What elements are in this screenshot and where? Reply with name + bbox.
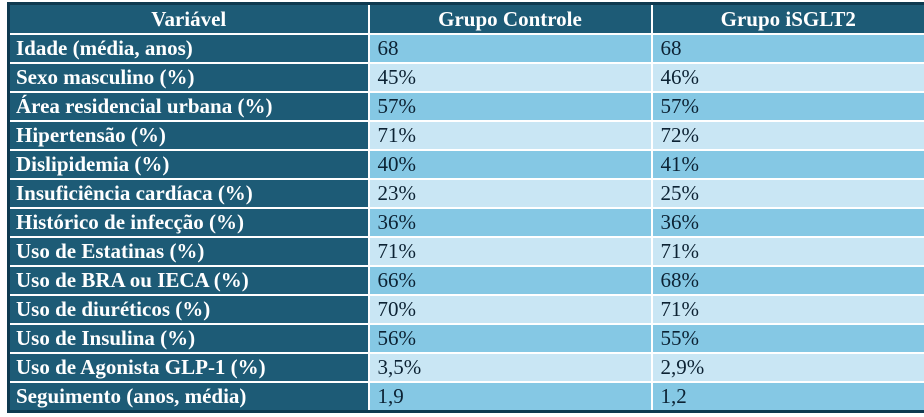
- isglt2-value-cell: 2,9%: [650, 352, 924, 383]
- table-row: Seguimento (anos, média) 1,9 1,2: [7, 381, 924, 413]
- baseline-characteristics-table: Variável Grupo Controle Grupo iSGLT2 Ida…: [7, 2, 924, 413]
- variable-cell: Insuficiência cardíaca (%): [7, 178, 370, 209]
- table-row: Histórico de infecção (%) 36% 36%: [7, 207, 924, 238]
- variable-cell: Sexo masculino (%): [7, 62, 370, 93]
- isglt2-value-cell: 57%: [650, 91, 924, 122]
- variable-cell: Idade (média, anos): [7, 33, 370, 64]
- variable-cell: Uso de Estatinas (%): [7, 236, 370, 267]
- variable-cell: Histórico de infecção (%): [7, 207, 370, 238]
- control-value-cell: 71%: [367, 236, 653, 267]
- table-row: Uso de diuréticos (%) 70% 71%: [7, 294, 924, 325]
- control-value-cell: 68: [367, 33, 653, 64]
- control-value-cell: 3,5%: [367, 352, 653, 383]
- control-value-cell: 23%: [367, 178, 653, 209]
- table-row: Idade (média, anos) 68 68: [7, 33, 924, 64]
- isglt2-value-cell: 71%: [650, 236, 924, 267]
- isglt2-value-cell: 1,2: [650, 381, 924, 413]
- control-value-cell: 40%: [367, 149, 653, 180]
- variable-cell: Uso de Agonista GLP-1 (%): [7, 352, 370, 383]
- table-row: Dislipidemia (%) 40% 41%: [7, 149, 924, 180]
- column-header-grupo-isglt2: Grupo iSGLT2: [650, 2, 924, 35]
- column-header-variavel: Variável: [7, 2, 370, 35]
- variable-cell: Uso de Insulina (%): [7, 323, 370, 354]
- isglt2-value-cell: 41%: [650, 149, 924, 180]
- isglt2-value-cell: 68: [650, 33, 924, 64]
- isglt2-value-cell: 68%: [650, 265, 924, 296]
- table-row: Insuficiência cardíaca (%) 23% 25%: [7, 178, 924, 209]
- control-value-cell: 36%: [367, 207, 653, 238]
- variable-cell: Dislipidemia (%): [7, 149, 370, 180]
- table-row: Sexo masculino (%) 45% 46%: [7, 62, 924, 93]
- isglt2-value-cell: 46%: [650, 62, 924, 93]
- isglt2-value-cell: 55%: [650, 323, 924, 354]
- isglt2-value-cell: 36%: [650, 207, 924, 238]
- variable-cell: Seguimento (anos, média): [7, 381, 370, 413]
- control-value-cell: 45%: [367, 62, 653, 93]
- control-value-cell: 1,9: [367, 381, 653, 413]
- control-value-cell: 57%: [367, 91, 653, 122]
- isglt2-value-cell: 25%: [650, 178, 924, 209]
- table-row: Hipertensão (%) 71% 72%: [7, 120, 924, 151]
- variable-cell: Área residencial urbana (%): [7, 91, 370, 122]
- variable-cell: Hipertensão (%): [7, 120, 370, 151]
- variable-cell: Uso de diuréticos (%): [7, 294, 370, 325]
- isglt2-value-cell: 72%: [650, 120, 924, 151]
- variable-cell: Uso de BRA ou IECA (%): [7, 265, 370, 296]
- table-row: Uso de Insulina (%) 56% 55%: [7, 323, 924, 354]
- table-row: Uso de BRA ou IECA (%) 66% 68%: [7, 265, 924, 296]
- table-row: Uso de Estatinas (%) 71% 71%: [7, 236, 924, 267]
- column-header-grupo-controle: Grupo Controle: [367, 2, 653, 35]
- control-value-cell: 71%: [367, 120, 653, 151]
- control-value-cell: 66%: [367, 265, 653, 296]
- control-value-cell: 56%: [367, 323, 653, 354]
- control-value-cell: 70%: [367, 294, 653, 325]
- isglt2-value-cell: 71%: [650, 294, 924, 325]
- table-row: Área residencial urbana (%) 57% 57%: [7, 91, 924, 122]
- table-row: Uso de Agonista GLP-1 (%) 3,5% 2,9%: [7, 352, 924, 383]
- header-row: Variável Grupo Controle Grupo iSGLT2: [7, 2, 924, 35]
